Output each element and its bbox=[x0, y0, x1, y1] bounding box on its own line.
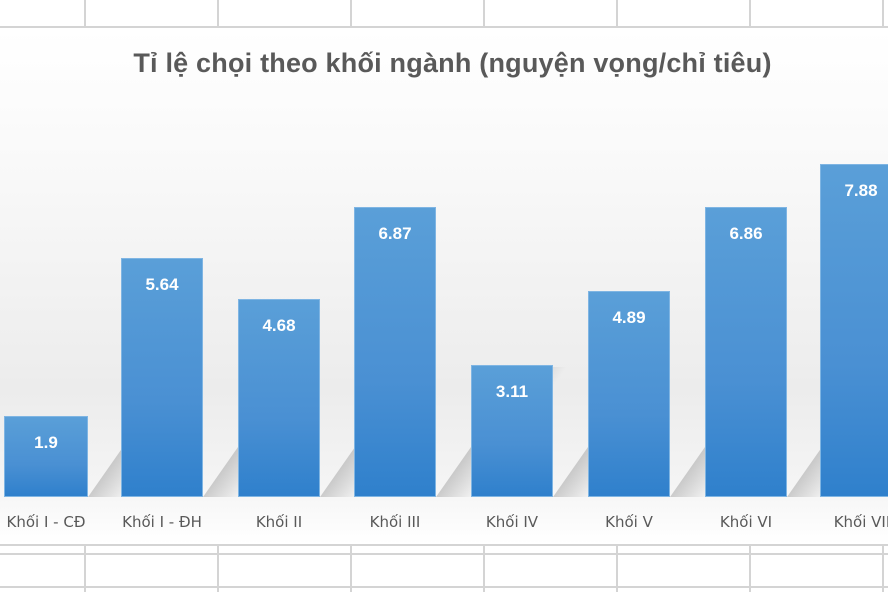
bar-khoi-ii[interactable]: 4.68 bbox=[238, 299, 320, 497]
grid-column-divider bbox=[749, 545, 751, 592]
bar-khoi-i-dh[interactable]: 5.64 bbox=[121, 258, 203, 497]
bar-value-label: 4.68 bbox=[262, 316, 296, 335]
grid-column-divider bbox=[483, 545, 485, 592]
bar-value-label: 4.89 bbox=[612, 308, 646, 327]
spreadsheet-grid-bottom bbox=[0, 544, 888, 592]
category-label: Khối V bbox=[605, 513, 653, 531]
grid-column-divider bbox=[749, 0, 751, 28]
grid-column-divider bbox=[882, 0, 884, 28]
bar-value-label: 7.88 bbox=[844, 181, 878, 200]
bar-khoi-i-cd[interactable]: 1.9 bbox=[4, 416, 88, 497]
grid-column-divider bbox=[483, 0, 485, 28]
bar-khoi-v[interactable]: 4.89 bbox=[588, 291, 670, 497]
grid-column-divider bbox=[616, 545, 618, 592]
grid-column-divider bbox=[217, 0, 219, 28]
bar-khoi-vii[interactable]: 7.88 bbox=[820, 164, 888, 497]
grid-column-divider bbox=[84, 545, 86, 592]
bar-value-label: 3.11 bbox=[495, 382, 529, 401]
bar-khoi-vi[interactable]: 6.86 bbox=[705, 207, 787, 497]
spreadsheet-grid-top bbox=[0, 0, 888, 28]
grid-column-divider bbox=[84, 0, 86, 28]
bar-value-label: 6.87 bbox=[378, 224, 412, 243]
grid-row-divider bbox=[0, 544, 888, 546]
grid-row-divider bbox=[0, 553, 888, 555]
grid-column-divider bbox=[350, 0, 352, 28]
grid-row-divider bbox=[0, 586, 888, 588]
bar-khoi-iv[interactable]: 3.11 bbox=[471, 365, 553, 497]
bar-khoi-iii[interactable]: 6.87 bbox=[354, 207, 436, 497]
category-label: Khối IV bbox=[485, 513, 539, 531]
bar-value-label: 6.86 bbox=[729, 224, 763, 243]
category-label: Khối I - CĐ bbox=[6, 513, 86, 531]
bar-value-label: 1.9 bbox=[34, 433, 58, 452]
grid-column-divider bbox=[217, 545, 219, 592]
category-label: Khối II bbox=[255, 513, 303, 531]
grid-column-divider bbox=[616, 0, 618, 28]
bar-value-label: 5.64 bbox=[145, 275, 179, 294]
grid-column-divider bbox=[882, 545, 884, 592]
grid-column-divider bbox=[350, 545, 352, 592]
chart-title: Tỉ lệ chọi theo khối ngành (nguyện vọng/… bbox=[133, 48, 772, 78]
category-label: Khối VI bbox=[719, 513, 773, 531]
category-label: Khối VII bbox=[833, 513, 888, 531]
category-label: Khối III bbox=[369, 513, 421, 531]
category-label: Khối I - ĐH bbox=[122, 513, 202, 531]
